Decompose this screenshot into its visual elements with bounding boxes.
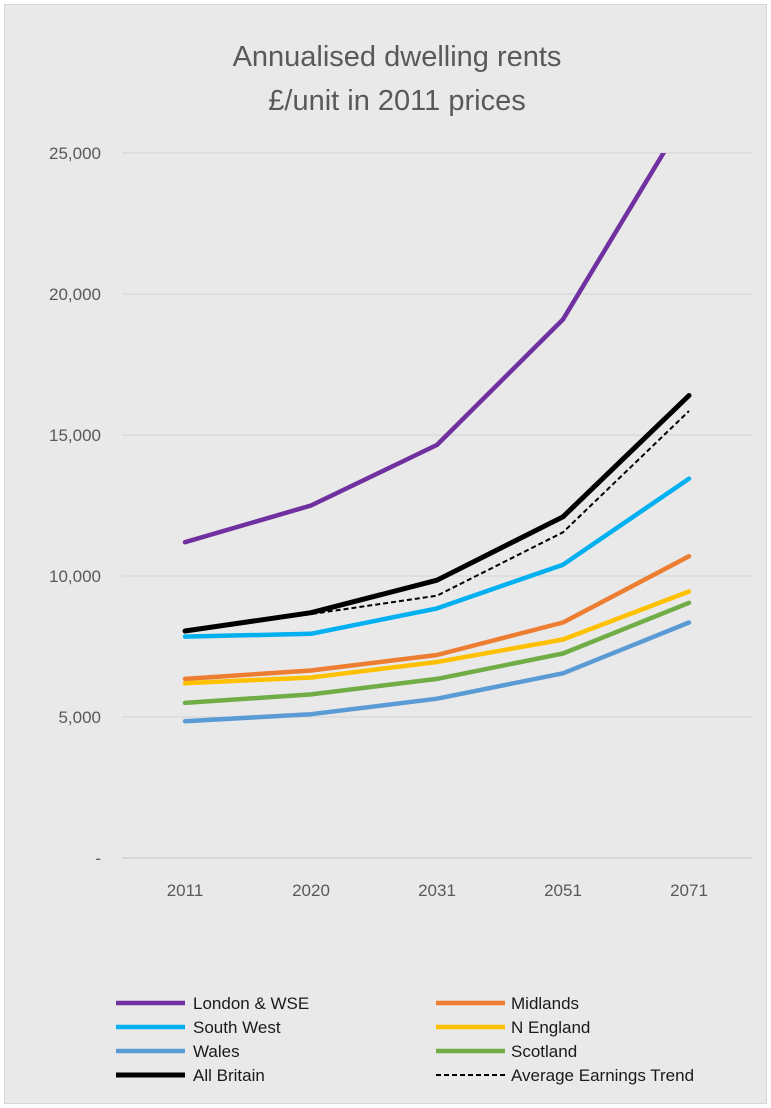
legend-label: South West: [193, 1018, 281, 1037]
gridlines: [122, 152, 752, 859]
y-tick-label: 5,000: [58, 708, 101, 727]
chart-title-line-1: Annualised dwelling rents: [233, 41, 562, 73]
series-line-scotland: [182, 600, 692, 706]
y-tick-label: 25,000: [49, 144, 101, 163]
legend-label: N England: [511, 1018, 590, 1037]
x-axis-ticks: 2011 2020 2031 2051 2071: [167, 881, 708, 900]
legend-label: Wales: [193, 1042, 240, 1061]
legend-label: Scotland: [511, 1042, 577, 1061]
x-tick-label: 2051: [544, 881, 582, 900]
y-tick-label: 20,000: [49, 285, 101, 304]
y-tick-label: 10,000: [49, 567, 101, 586]
x-tick-label: 2020: [292, 881, 330, 900]
x-tick-label: 2071: [670, 881, 708, 900]
series-line-average-earnings-trend: [184, 410, 690, 632]
legend-label: All Britain: [193, 1066, 265, 1085]
series-line-wales: [182, 620, 692, 724]
y-tick-label: -: [95, 849, 101, 868]
y-axis-ticks: - 5,000 10,000 15,000 20,000 25,000: [49, 144, 101, 868]
legend-label: London & WSE: [193, 994, 309, 1013]
y-tick-label: 15,000: [49, 426, 101, 445]
legend: London & WSE Midlands South West N England W…: [116, 994, 694, 1085]
legend-label: Midlands: [511, 994, 579, 1013]
plot-area: [182, 153, 692, 724]
series-line-south-west: [182, 476, 692, 639]
x-tick-label: 2011: [167, 881, 204, 900]
chart-frame: [4, 4, 767, 1104]
chart-title-line-2: £/unit in 2011 prices: [268, 85, 525, 117]
series-line-midlands: [182, 554, 692, 682]
series-line-n-england: [182, 589, 692, 686]
x-tick-label: 2031: [418, 881, 456, 900]
series-line-london-wse: [182, 153, 667, 545]
legend-label: Average Earnings Trend: [511, 1066, 694, 1085]
